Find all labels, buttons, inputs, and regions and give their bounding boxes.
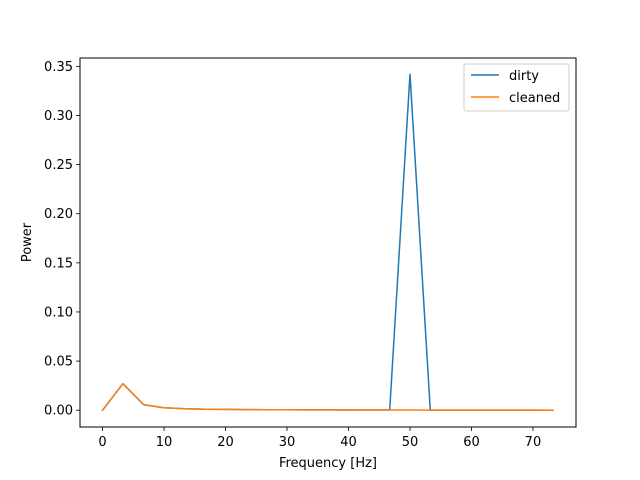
y-tick-label: 0.35 — [44, 60, 73, 75]
series-layer — [101, 73, 555, 412]
x-tick-label: 70 — [525, 435, 542, 450]
x-tick-label: 60 — [463, 435, 480, 450]
x-tick-label: 0 — [98, 435, 106, 450]
y-tick-label: 0.15 — [44, 256, 73, 271]
legend: dirty cleaned — [463, 63, 570, 112]
legend-label-cleaned: cleaned — [509, 91, 560, 106]
y-tick-label: 0.05 — [44, 355, 73, 370]
x-tick-label: 20 — [217, 435, 234, 450]
x-axis-label: Frequency [Hz] — [279, 456, 377, 471]
y-tick-label: 0.10 — [44, 305, 73, 320]
x-axis: 0 10 20 30 40 50 60 70 — [98, 427, 541, 450]
y-axis-label: Power — [20, 222, 35, 262]
y-tick-label: 0.30 — [44, 109, 73, 124]
x-tick-label: 30 — [279, 435, 296, 450]
x-tick-label: 10 — [156, 435, 173, 450]
y-tick-label: 0.25 — [44, 158, 73, 173]
y-tick-label: 0.20 — [44, 207, 73, 222]
x-tick-label: 50 — [402, 435, 419, 450]
plot-frame — [79, 57, 577, 428]
series-line-cleaned — [101, 382, 555, 412]
x-tick-label: 40 — [340, 435, 357, 450]
y-axis: 0.00 0.05 0.10 0.15 0.20 0.25 0.30 0.35 — [44, 60, 80, 419]
legend-label-dirty: dirty — [509, 69, 539, 84]
y-tick-label: 0.00 — [44, 404, 73, 419]
